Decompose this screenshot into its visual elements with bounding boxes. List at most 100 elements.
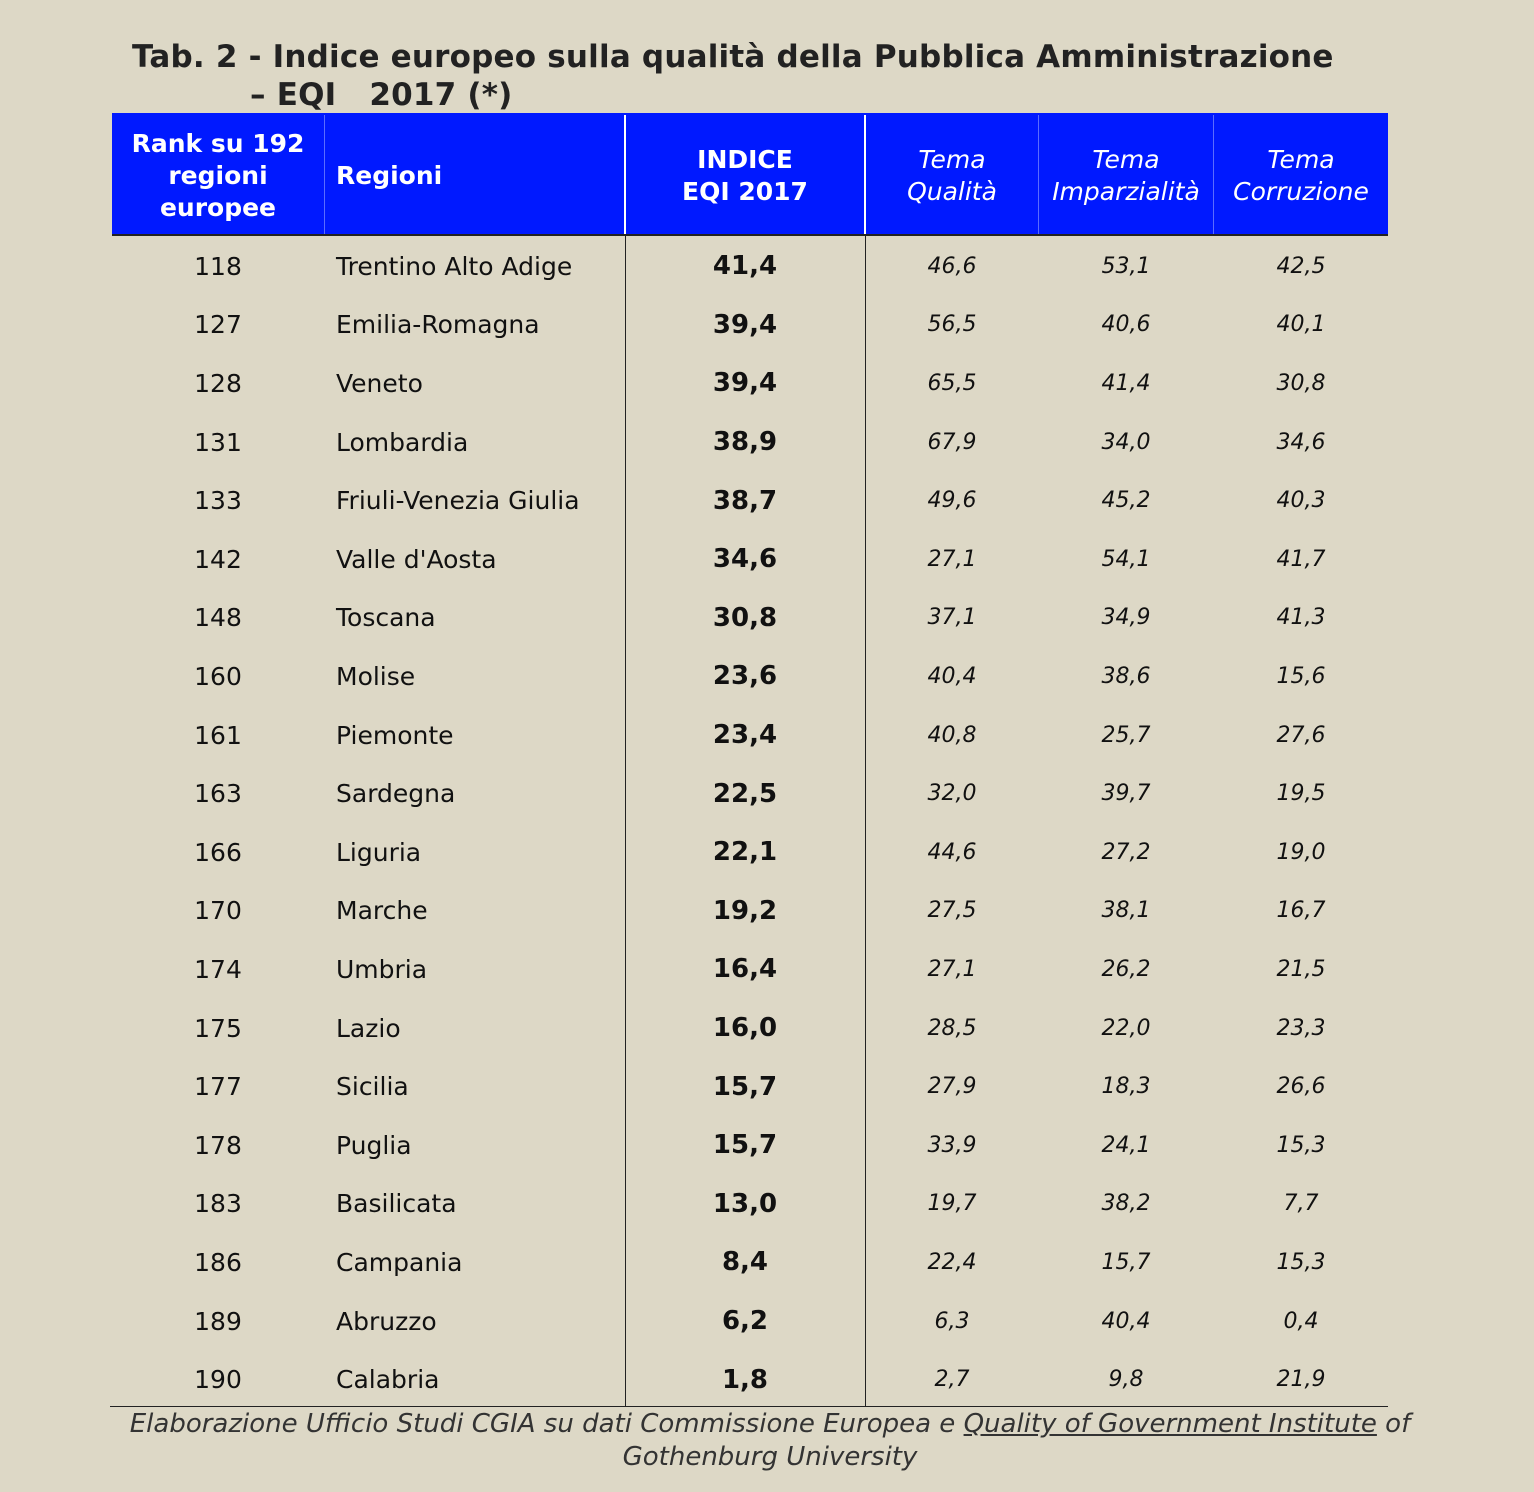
cell-rank: 175 — [194, 1013, 242, 1043]
cell-corruption: 26,6 — [1276, 1074, 1326, 1100]
title-line-2: – EQI 2017 (*) — [250, 77, 513, 113]
cell-index: 19,2 — [712, 895, 778, 926]
cell-corruption: 15,3 — [1276, 1132, 1326, 1158]
cell-quality: 2,7 — [934, 1367, 970, 1393]
cell-quality: 32,0 — [927, 781, 977, 807]
table-row: 131 Lombardia 38,9 67,9 34,0 34,6 — [112, 413, 1388, 472]
cell-index: 15,7 — [712, 1130, 778, 1161]
cell-rank: 133 — [194, 486, 242, 516]
cell-quality: 65,5 — [927, 370, 977, 396]
cell-corruption: 15,6 — [1276, 663, 1326, 689]
cell-region: Campania — [336, 1247, 463, 1277]
cell-impartiality: 40,4 — [1101, 1308, 1151, 1334]
table-row: 166 Liguria 22,1 44,6 27,2 19,0 — [112, 823, 1388, 882]
cell-quality: 19,7 — [927, 1191, 977, 1217]
header-divider — [1213, 115, 1214, 236]
cell-index: 23,6 — [712, 661, 778, 692]
source-link[interactable]: Quality of Government Institute — [963, 1409, 1377, 1439]
cell-impartiality: 54,1 — [1101, 546, 1151, 572]
cell-rank: 128 — [194, 368, 242, 398]
cell-corruption: 0,4 — [1283, 1308, 1319, 1334]
cell-impartiality: 18,3 — [1101, 1074, 1151, 1100]
cell-quality: 44,6 — [927, 839, 977, 865]
table-row: 175 Lazio 16,0 28,5 22,0 23,3 — [112, 999, 1388, 1058]
header-impartiality-line-1: Tema — [1092, 144, 1160, 174]
cell-rank: 148 — [194, 603, 242, 633]
cell-index: 30,8 — [712, 602, 778, 633]
table-row: 163 Sardegna 22,5 32,0 39,7 19,5 — [112, 764, 1388, 823]
table-row: 127 Emilia-Romagna 39,4 56,5 40,6 40,1 — [112, 296, 1388, 355]
cell-rank: 118 — [194, 251, 242, 281]
cell-region: Trentino Alto Adige — [336, 251, 573, 281]
table-row: 133 Friuli-Venezia Giulia 38,7 49,6 45,2 40,3 — [112, 471, 1388, 530]
cell-impartiality: 26,2 — [1101, 956, 1151, 982]
cell-region: Valle d'Aosta — [336, 544, 497, 574]
header-quality-line-1: Tema — [918, 144, 986, 174]
cell-rank: 178 — [194, 1130, 242, 1160]
header-divider — [324, 115, 325, 236]
table-row: 118 Trentino Alto Adige 41,4 46,6 53,1 42,5 — [112, 237, 1388, 296]
header-corruption: Tema Corruzione — [1214, 115, 1388, 236]
table-row: 142 Valle d'Aosta 34,6 27,1 54,1 41,7 — [112, 530, 1388, 589]
cell-index: 38,9 — [712, 427, 778, 458]
header-impartiality: Tema Imparzialità — [1039, 115, 1213, 236]
cell-rank: 177 — [194, 1072, 242, 1102]
cell-rank: 161 — [194, 720, 242, 750]
cell-index: 39,4 — [712, 309, 778, 340]
table-row: 183 Basilicata 13,0 19,7 38,2 7,7 — [112, 1175, 1388, 1234]
cell-corruption: 21,5 — [1276, 956, 1326, 982]
cell-region: Puglia — [336, 1130, 412, 1160]
cell-corruption: 19,0 — [1276, 839, 1326, 865]
table-title: Tab. 2 - Indice europeo sulla qualità de… — [132, 38, 1392, 114]
table-row: 186 Campania 8,4 22,4 15,7 15,3 — [112, 1233, 1388, 1292]
cell-quality: 56,5 — [927, 312, 977, 338]
cell-quality: 27,1 — [927, 956, 977, 982]
cell-quality: 28,5 — [927, 1015, 977, 1041]
cell-impartiality: 40,6 — [1101, 312, 1151, 338]
cell-corruption: 40,3 — [1276, 488, 1326, 514]
header-impartiality-line-2: Imparzialità — [1052, 176, 1200, 206]
header-rank-line-2: regioni — [168, 160, 268, 190]
cell-region: Friuli-Venezia Giulia — [336, 486, 580, 516]
cell-index: 22,1 — [712, 837, 778, 868]
cell-quality: 33,9 — [927, 1132, 977, 1158]
cell-quality: 37,1 — [927, 605, 977, 631]
cell-index: 8,4 — [721, 1247, 769, 1278]
header-divider — [864, 115, 866, 236]
cell-corruption: 40,1 — [1276, 312, 1326, 338]
cell-impartiality: 34,9 — [1101, 605, 1151, 631]
header-index-line-1: INDICE — [697, 144, 793, 174]
cell-region: Abruzzo — [336, 1306, 437, 1336]
source-note: Elaborazione Ufficio Studi CGIA su dati … — [60, 1408, 1480, 1474]
header-index: INDICE EQI 2017 — [626, 115, 864, 236]
cell-rank: 142 — [194, 544, 242, 574]
cell-region: Veneto — [336, 368, 423, 398]
cell-index: 39,4 — [712, 368, 778, 399]
cell-rank: 174 — [194, 954, 242, 984]
cell-index: 1,8 — [721, 1364, 769, 1395]
cell-quality: 27,9 — [927, 1074, 977, 1100]
cell-impartiality: 22,0 — [1101, 1015, 1151, 1041]
cell-region: Piemonte — [336, 720, 454, 750]
cell-impartiality: 38,6 — [1101, 663, 1151, 689]
table-row: 189 Abruzzo 6,2 6,3 40,4 0,4 — [112, 1292, 1388, 1351]
cell-region: Lombardia — [336, 427, 469, 457]
header-rank-line-3: europee — [159, 192, 277, 222]
cell-corruption: 15,3 — [1276, 1249, 1326, 1275]
cell-rank: 131 — [194, 427, 242, 457]
cell-impartiality: 24,1 — [1101, 1132, 1151, 1158]
header-region: Regioni — [336, 115, 624, 236]
cell-impartiality: 15,7 — [1101, 1249, 1151, 1275]
cell-index: 34,6 — [712, 544, 778, 575]
header-bottom-rule — [112, 234, 1388, 236]
table-row: 170 Marche 19,2 27,5 38,1 16,7 — [112, 882, 1388, 941]
cell-rank: 186 — [194, 1247, 242, 1277]
cell-quality: 40,8 — [927, 722, 977, 748]
cell-region: Basilicata — [336, 1189, 457, 1219]
table-header: Rank su 192 regioni europee Regioni INDI… — [112, 113, 1388, 236]
cell-rank: 183 — [194, 1189, 242, 1219]
header-divider — [624, 115, 626, 236]
source-text: Elaborazione Ufficio Studi CGIA su dati … — [129, 1409, 964, 1439]
header-corruption-line-1: Tema — [1267, 144, 1335, 174]
cell-index: 38,7 — [712, 485, 778, 516]
